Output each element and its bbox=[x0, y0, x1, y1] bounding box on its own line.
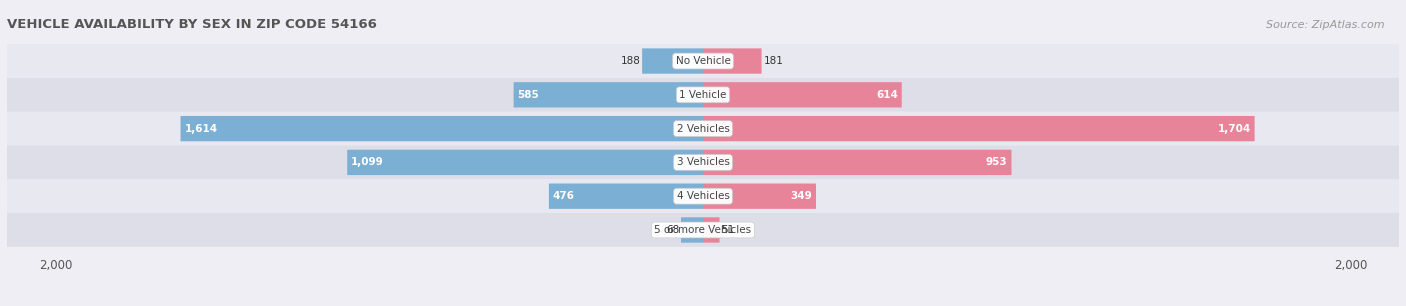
FancyBboxPatch shape bbox=[7, 78, 1399, 112]
Text: 181: 181 bbox=[763, 56, 783, 66]
FancyBboxPatch shape bbox=[703, 82, 901, 107]
FancyBboxPatch shape bbox=[180, 116, 703, 141]
Text: No Vehicle: No Vehicle bbox=[675, 56, 731, 66]
Text: 614: 614 bbox=[876, 90, 898, 100]
FancyBboxPatch shape bbox=[643, 48, 703, 74]
Text: 68: 68 bbox=[666, 225, 679, 235]
FancyBboxPatch shape bbox=[703, 116, 1254, 141]
FancyBboxPatch shape bbox=[703, 150, 1011, 175]
Text: 1,099: 1,099 bbox=[352, 157, 384, 167]
Text: 476: 476 bbox=[553, 191, 575, 201]
FancyBboxPatch shape bbox=[703, 48, 762, 74]
FancyBboxPatch shape bbox=[347, 150, 703, 175]
FancyBboxPatch shape bbox=[513, 82, 703, 107]
FancyBboxPatch shape bbox=[7, 179, 1399, 213]
FancyBboxPatch shape bbox=[7, 44, 1399, 78]
Text: 1,704: 1,704 bbox=[1218, 124, 1251, 134]
FancyBboxPatch shape bbox=[7, 112, 1399, 146]
Text: 585: 585 bbox=[517, 90, 540, 100]
Text: 1 Vehicle: 1 Vehicle bbox=[679, 90, 727, 100]
Text: 4 Vehicles: 4 Vehicles bbox=[676, 191, 730, 201]
Text: 349: 349 bbox=[790, 191, 813, 201]
FancyBboxPatch shape bbox=[548, 184, 703, 209]
FancyBboxPatch shape bbox=[7, 146, 1399, 179]
Text: 3 Vehicles: 3 Vehicles bbox=[676, 157, 730, 167]
Text: VEHICLE AVAILABILITY BY SEX IN ZIP CODE 54166: VEHICLE AVAILABILITY BY SEX IN ZIP CODE … bbox=[7, 18, 377, 32]
Text: 188: 188 bbox=[620, 56, 640, 66]
Text: 2 Vehicles: 2 Vehicles bbox=[676, 124, 730, 134]
FancyBboxPatch shape bbox=[7, 213, 1399, 247]
FancyBboxPatch shape bbox=[703, 184, 815, 209]
FancyBboxPatch shape bbox=[703, 217, 720, 243]
FancyBboxPatch shape bbox=[681, 217, 703, 243]
Text: 51: 51 bbox=[721, 225, 735, 235]
Text: 953: 953 bbox=[986, 157, 1008, 167]
Text: 1,614: 1,614 bbox=[184, 124, 218, 134]
Text: 5 or more Vehicles: 5 or more Vehicles bbox=[654, 225, 752, 235]
Text: Source: ZipAtlas.com: Source: ZipAtlas.com bbox=[1267, 20, 1385, 30]
